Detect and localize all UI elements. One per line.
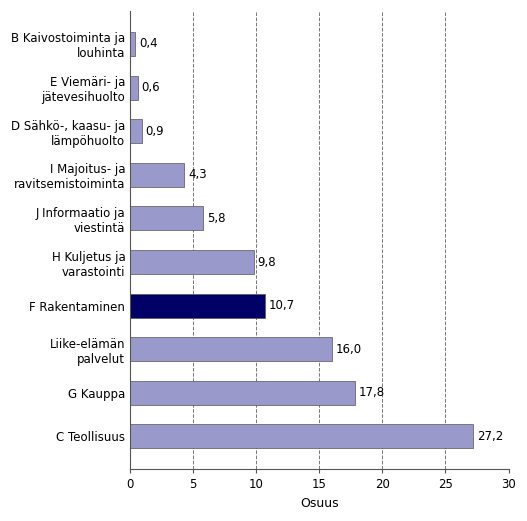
- Bar: [130, 381, 355, 405]
- Text: 0,4: 0,4: [139, 38, 158, 51]
- Text: 17,8: 17,8: [358, 387, 385, 400]
- X-axis label: Osuus: Osuus: [300, 497, 339, 510]
- Text: 27,2: 27,2: [477, 430, 503, 443]
- Text: 0,6: 0,6: [142, 81, 160, 94]
- Bar: [130, 163, 184, 187]
- Text: 5,8: 5,8: [207, 212, 226, 225]
- Text: 9,8: 9,8: [258, 255, 276, 268]
- Text: 0,9: 0,9: [145, 125, 164, 138]
- Bar: [130, 119, 142, 143]
- Bar: [130, 337, 332, 361]
- Bar: [130, 76, 138, 100]
- Bar: [130, 32, 135, 56]
- Bar: [130, 250, 254, 274]
- Bar: [130, 425, 473, 449]
- Text: 4,3: 4,3: [188, 168, 207, 181]
- Text: 10,7: 10,7: [269, 299, 295, 312]
- Bar: [130, 206, 203, 230]
- Text: 16,0: 16,0: [336, 343, 362, 356]
- Bar: [130, 294, 265, 318]
